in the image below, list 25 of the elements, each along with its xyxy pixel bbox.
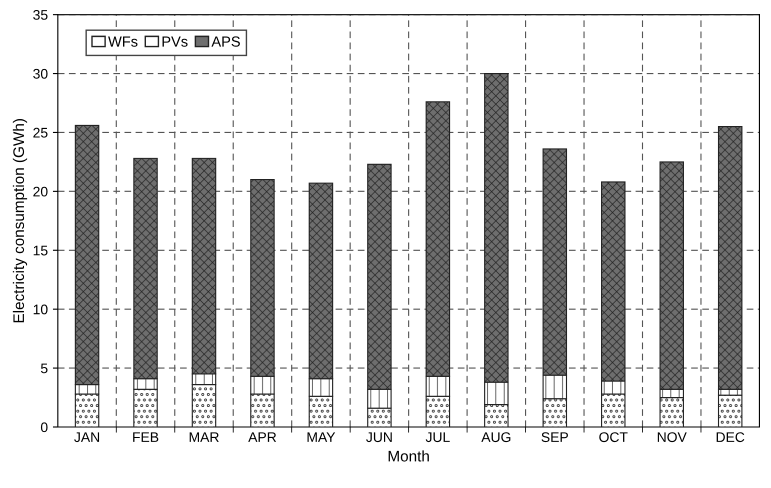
legend-label: APS xyxy=(211,36,240,47)
y-tick-label: 20 xyxy=(33,186,48,197)
x-tick-label: JUL xyxy=(426,432,450,442)
y-tick-label: 30 xyxy=(33,68,48,79)
x-tick-label: SEP xyxy=(542,432,568,442)
x-tick-label: OCT xyxy=(599,432,628,442)
y-tick-label: 5 xyxy=(40,364,48,374)
y-axis-title: Electricity consumption (GWh) xyxy=(12,119,28,322)
x-tick-label: MAR xyxy=(190,432,219,442)
x-tick-label: DEC xyxy=(716,432,744,442)
legend-label: WFs xyxy=(108,36,138,47)
y-tick-label: 35 xyxy=(33,10,48,20)
x-tick-label: NOV xyxy=(658,432,687,442)
x-tick-label: FEB xyxy=(133,432,158,442)
y-tick-label: 15 xyxy=(34,246,48,256)
y-tick-label: 25 xyxy=(33,128,48,138)
x-tick-label: AUG xyxy=(481,432,510,442)
y-tick-label: 0 xyxy=(40,422,48,432)
x-tick-label: MAY xyxy=(308,432,336,442)
legend-label: PVs xyxy=(162,36,188,47)
x-tick-label: APR xyxy=(248,432,276,442)
x-tick-label: JUN xyxy=(366,432,392,442)
y-tick-label: 10 xyxy=(34,304,48,314)
x-tick-label: JAN xyxy=(74,432,100,442)
x-axis-title: Month xyxy=(388,450,429,462)
